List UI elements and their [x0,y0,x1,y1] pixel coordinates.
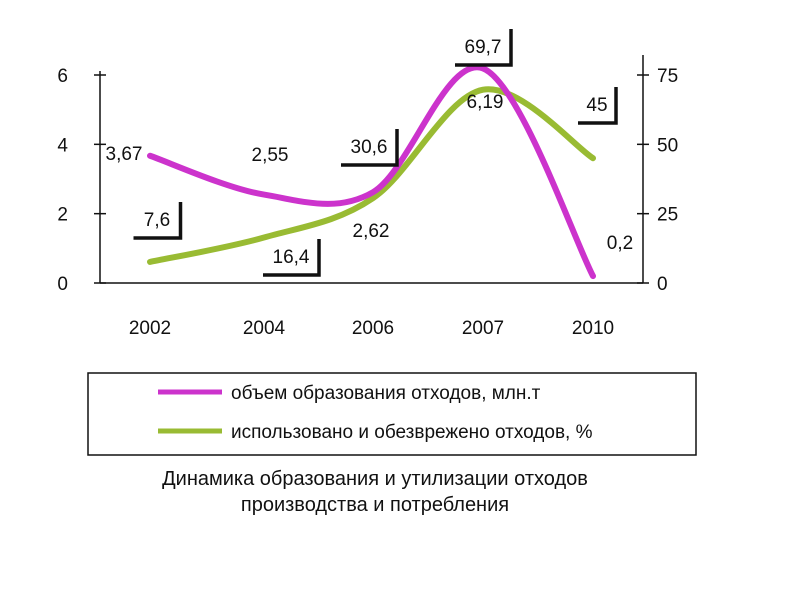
used-data-label: 69,7 [465,37,502,58]
volume-data-label: 0,2 [607,233,633,254]
x-tick-label: 2007 [462,318,504,339]
used-label-callout [455,29,513,67]
used-label-callout [133,202,183,240]
volume-data-label: 2,62 [353,221,390,242]
legend-label: использовано и обезврежено отходов, % [231,422,593,443]
volume-data-label: 2,55 [252,145,289,166]
used-label-callout [341,129,399,167]
y-left-tick-label: 0 [57,274,68,295]
used-data-label: 45 [586,95,607,116]
series-line-used [147,86,596,265]
volume-data-label: 6,19 [467,92,504,113]
used-data-label: 7,6 [144,210,170,231]
volume-data-label: 3,67 [106,144,143,165]
y-right-tick-label: 75 [657,66,678,87]
used-label-callout [578,87,618,125]
chart-caption: Динамика образования и утилизации отходо… [162,468,588,490]
x-tick-label: 2006 [352,318,394,339]
x-tick-label: 2010 [572,318,614,339]
used-label-callout [263,239,321,277]
series-line-volume [147,64,596,280]
y-right-tick-label: 0 [657,274,668,295]
y-left-tick-label: 2 [57,205,68,226]
used-data-label: 30,6 [351,137,388,158]
y-right-tick-label: 25 [657,205,678,226]
x-tick-label: 2002 [129,318,171,339]
legend-box [87,372,697,456]
legend-label: объем образования отходов, млн.т [231,383,541,404]
y-right-tick-label: 50 [657,135,678,156]
used-data-label: 16,4 [273,247,310,268]
y-left-tick-label: 6 [57,66,68,87]
x-tick-label: 2004 [243,318,286,339]
y-left-tick-label: 4 [57,135,68,156]
chart-caption: производства и потребления [241,494,509,516]
